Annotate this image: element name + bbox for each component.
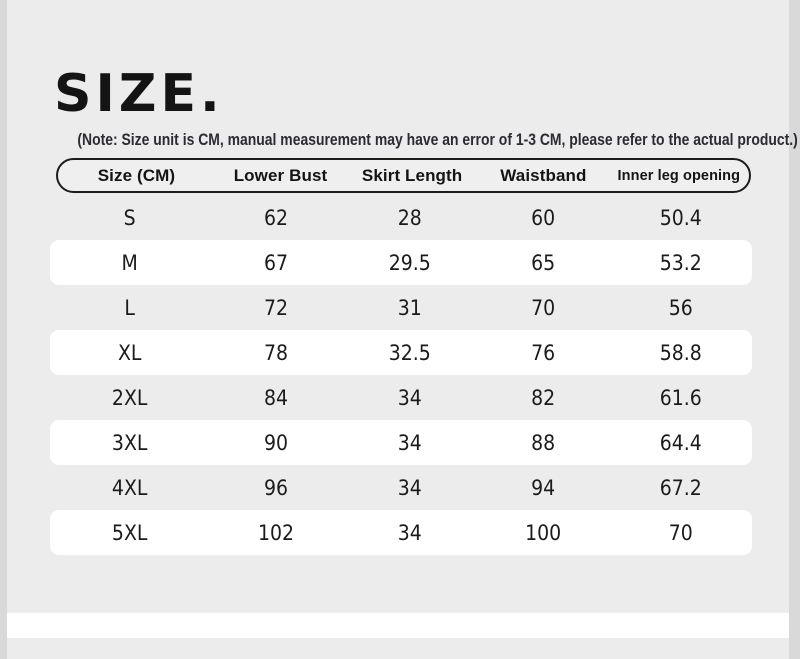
size-label-cell: L: [124, 295, 135, 320]
table-row-2xl: 2XL 84 34 82 61.6: [50, 375, 752, 420]
measurement-cell: 70: [531, 295, 556, 320]
measurement-cell: 34: [397, 520, 422, 545]
measurement-cell: 62: [264, 205, 289, 230]
measurement-cell: 29.5: [388, 250, 431, 275]
measurement-cell: 61.6: [659, 385, 702, 410]
header-cell-inner-leg-opening: Inner leg opening: [617, 167, 741, 184]
measurement-cell: 72: [264, 295, 289, 320]
measurement-cell: 88: [531, 430, 556, 455]
measurement-cell: 58.8: [659, 340, 702, 365]
measurement-cell: 65: [531, 250, 556, 275]
measurement-cell: 67.2: [659, 475, 702, 500]
size-table-body: S 62 28 60 50.4 M 67 29.5 65 53.2 L 72 31 70 56 XL 78 32.…: [50, 195, 752, 555]
measurement-cell: 70: [668, 520, 693, 545]
size-label-cell: M: [121, 250, 138, 275]
size-table-header: Size (CM) Lower Bust Skirt Length Waistband…: [56, 158, 751, 193]
size-label-cell: S: [123, 205, 136, 230]
size-label-cell: XL: [117, 340, 142, 365]
left-edge-strip: [0, 0, 7, 659]
measurement-cell: 50.4: [659, 205, 702, 230]
size-label-cell: 4XL: [111, 475, 148, 500]
table-row-l: L 72 31 70 56: [50, 285, 752, 330]
measurement-cell: 84: [264, 385, 289, 410]
measurement-cell: 100: [525, 520, 562, 545]
measurement-cell: 34: [397, 430, 422, 455]
table-row-5xl: 5XL 102 34 100 70: [50, 510, 752, 555]
measurement-cell: 28: [397, 205, 422, 230]
measurement-note: (Note: Size unit is CM, manual measureme…: [77, 130, 798, 149]
page-title: SIZE.: [54, 63, 224, 124]
table-row-xl: XL 78 32.5 76 58.8: [50, 330, 752, 375]
measurement-cell: 90: [264, 430, 289, 455]
measurement-cell: 34: [397, 475, 422, 500]
measurement-cell: 60: [531, 205, 556, 230]
measurement-cell: 102: [258, 520, 295, 545]
table-row-4xl: 4XL 96 34 94 67.2: [50, 465, 752, 510]
measurement-cell: 31: [397, 295, 422, 320]
header-cell-waistband: Waistband: [500, 165, 587, 185]
measurement-cell: 94: [531, 475, 556, 500]
measurement-cell: 34: [397, 385, 422, 410]
measurement-cell: 76: [531, 340, 556, 365]
bottom-gap-strip: [7, 613, 789, 638]
right-edge-strip: [789, 0, 800, 659]
measurement-cell: 32.5: [388, 340, 431, 365]
header-cell-skirt-length: Skirt Length: [361, 165, 463, 185]
header-cell-lower-bust: Lower Bust: [233, 165, 328, 185]
measurement-cell: 67: [264, 250, 289, 275]
table-row-s: S 62 28 60 50.4: [50, 195, 752, 240]
size-table: Size (CM) Lower Bust Skirt Length Waistband…: [50, 158, 752, 555]
measurement-cell: 56: [668, 295, 693, 320]
measurement-cell: 64.4: [659, 430, 702, 455]
measurement-cell: 53.2: [659, 250, 702, 275]
table-row-3xl: 3XL 90 34 88 64.4: [50, 420, 752, 465]
measurement-cell: 78: [264, 340, 289, 365]
size-label-cell: 3XL: [111, 430, 148, 455]
size-label-cell: 5XL: [111, 520, 148, 545]
size-label-cell: 2XL: [111, 385, 148, 410]
table-row-m: M 67 29.5 65 53.2: [50, 240, 752, 285]
measurement-cell: 96: [264, 475, 289, 500]
header-cell-size-cm: Size (CM): [97, 165, 176, 185]
measurement-cell: 82: [531, 385, 556, 410]
